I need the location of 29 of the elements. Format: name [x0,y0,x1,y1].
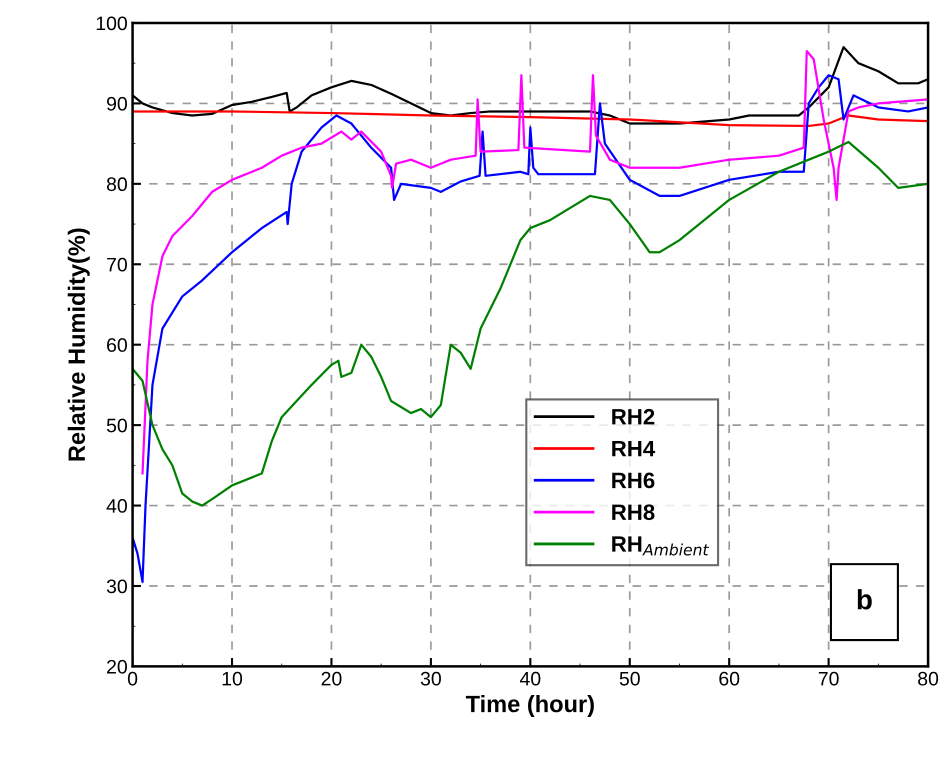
y-tick-label: 30 [106,579,127,594]
legend-label: RH$_{Ambient}$ [612,536,710,556]
x-tick-label: 30 [420,672,441,686]
legend-label: RH6 [612,472,654,488]
y-tick-label: 80 [106,177,127,192]
y-tick-label: 40 [106,499,127,513]
y-tick-label: 90 [107,96,127,111]
x-tick-label: 40 [520,672,540,686]
x-tick-label: 60 [719,672,740,686]
annotation: b [858,589,872,610]
x-tick-label: 20 [322,672,342,686]
legend-label: RH2 [612,408,654,424]
line-series [132,110,928,128]
x-tick-label: 10 [222,672,242,686]
x-tick-label: 50 [620,672,640,686]
line-series [141,50,928,474]
line-series [132,74,928,584]
x-tick-label: 0 [128,672,138,686]
x-axis-title: Time (hour) [466,694,594,717]
y-tick-label: 70 [107,258,127,272]
y-axis-title: Relative Humidity(%) [68,228,90,461]
y-tick-label: 100 [96,16,127,30]
legend-label: RH4 [612,440,656,456]
y-tick-label: 50 [106,418,127,432]
y-tick-label: 20 [107,660,127,674]
legend-label: RH8 [612,504,655,520]
x-tick-label: 80 [918,672,938,686]
x-tick-label: 70 [818,672,839,686]
y-tick-label: 60 [107,338,127,352]
